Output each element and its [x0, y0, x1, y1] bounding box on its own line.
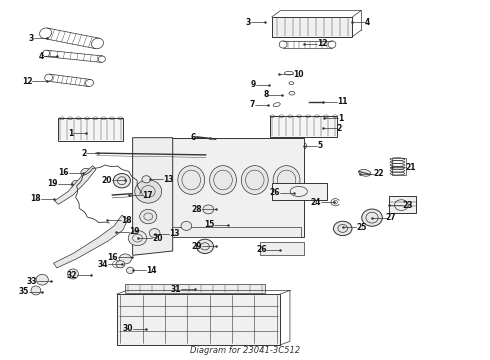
Polygon shape	[58, 118, 123, 140]
Ellipse shape	[81, 168, 92, 177]
Text: 28: 28	[192, 205, 202, 214]
Text: 16: 16	[59, 168, 69, 177]
Ellipse shape	[242, 166, 268, 194]
Text: 18: 18	[30, 194, 41, 203]
Text: 12: 12	[318, 39, 328, 48]
Polygon shape	[272, 17, 352, 37]
Text: 4: 4	[38, 52, 44, 61]
Ellipse shape	[142, 176, 151, 183]
Text: 11: 11	[337, 97, 347, 106]
Ellipse shape	[128, 230, 147, 246]
Text: 3: 3	[29, 34, 34, 43]
Text: Diagram for 23041-3C512: Diagram for 23041-3C512	[190, 346, 300, 355]
Text: 9: 9	[250, 81, 256, 90]
Ellipse shape	[135, 180, 162, 203]
Ellipse shape	[113, 174, 130, 188]
Text: 1: 1	[68, 129, 73, 138]
Text: 3: 3	[245, 18, 251, 27]
Ellipse shape	[181, 221, 192, 230]
Ellipse shape	[31, 286, 41, 295]
Polygon shape	[389, 196, 416, 213]
Text: 8: 8	[263, 90, 269, 99]
Polygon shape	[53, 215, 128, 268]
Polygon shape	[133, 138, 172, 255]
Ellipse shape	[178, 166, 205, 194]
Ellipse shape	[68, 269, 78, 279]
Text: 4: 4	[365, 18, 370, 27]
Ellipse shape	[203, 205, 214, 214]
Polygon shape	[169, 138, 304, 237]
Ellipse shape	[149, 229, 160, 238]
Text: 24: 24	[310, 198, 321, 207]
Ellipse shape	[210, 166, 237, 194]
Ellipse shape	[273, 166, 300, 194]
Polygon shape	[270, 116, 337, 137]
Text: 25: 25	[356, 223, 367, 232]
Text: 14: 14	[147, 266, 157, 275]
Ellipse shape	[333, 221, 352, 235]
Ellipse shape	[362, 209, 382, 226]
Text: 1: 1	[338, 114, 343, 123]
Ellipse shape	[140, 210, 157, 224]
Text: 33: 33	[26, 276, 37, 285]
Text: 15: 15	[204, 220, 214, 229]
Text: 2: 2	[337, 123, 342, 132]
Text: 18: 18	[121, 216, 131, 225]
Text: 13: 13	[163, 175, 174, 184]
Ellipse shape	[36, 274, 49, 285]
Text: 5: 5	[318, 141, 322, 150]
Polygon shape	[260, 242, 304, 255]
Text: 34: 34	[98, 260, 108, 269]
Text: 19: 19	[48, 179, 58, 188]
Text: 16: 16	[107, 253, 118, 262]
Text: 2: 2	[81, 149, 86, 158]
Ellipse shape	[196, 239, 214, 253]
Polygon shape	[272, 183, 327, 200]
Text: 32: 32	[67, 270, 77, 279]
Polygon shape	[54, 166, 96, 204]
Text: 26: 26	[270, 188, 280, 197]
Ellipse shape	[359, 170, 370, 176]
Text: 17: 17	[143, 190, 153, 199]
Text: 12: 12	[22, 77, 32, 86]
Ellipse shape	[72, 180, 81, 188]
Text: 20: 20	[152, 234, 163, 243]
Text: 30: 30	[122, 324, 133, 333]
Ellipse shape	[126, 267, 134, 274]
Text: 26: 26	[256, 246, 267, 255]
Text: 13: 13	[169, 229, 179, 238]
Ellipse shape	[116, 261, 125, 268]
Text: 31: 31	[171, 285, 181, 294]
Text: 10: 10	[293, 70, 303, 79]
Text: 20: 20	[101, 176, 112, 185]
Text: 6: 6	[191, 133, 196, 142]
Ellipse shape	[119, 254, 131, 264]
Text: 35: 35	[18, 287, 28, 296]
Text: 27: 27	[386, 213, 396, 222]
Text: 19: 19	[129, 228, 140, 237]
Text: 29: 29	[192, 242, 202, 251]
Polygon shape	[172, 226, 301, 237]
Text: 22: 22	[373, 169, 384, 178]
Text: 21: 21	[405, 163, 416, 172]
Text: 7: 7	[249, 100, 255, 109]
Polygon shape	[125, 284, 265, 293]
Text: 23: 23	[403, 201, 414, 210]
Polygon shape	[117, 294, 280, 345]
